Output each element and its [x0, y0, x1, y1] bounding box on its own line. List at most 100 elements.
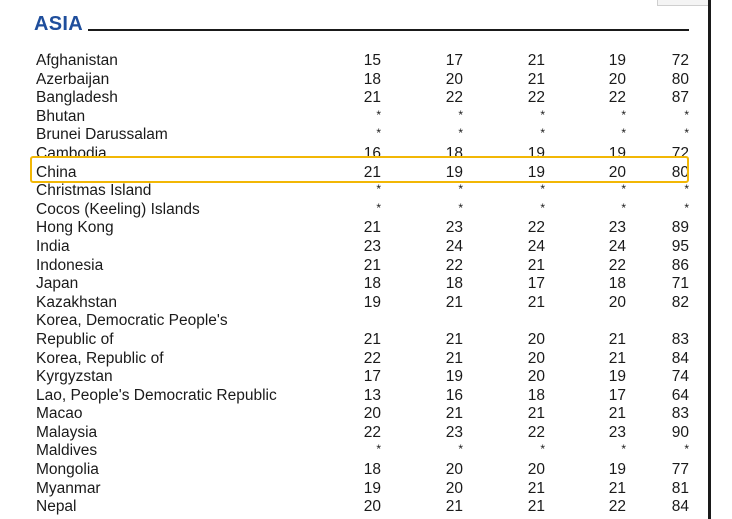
page-right-border	[708, 0, 711, 519]
value-cell: 23	[608, 423, 626, 441]
country-name: Kazakhstan	[36, 293, 117, 311]
value-cell: 22	[527, 423, 545, 441]
value-cell: *	[621, 126, 626, 141]
value-cell: 23	[445, 423, 463, 441]
value-cell: 22	[527, 219, 545, 237]
value-cell: *	[376, 182, 381, 197]
table-row: Macao 20 21 21 21 83	[34, 405, 694, 424]
value-cell: 20	[608, 293, 626, 311]
value-cell: 22	[527, 89, 545, 107]
table-row: Malaysia 22 23 22 23 90	[34, 424, 694, 443]
value-cell: 23	[363, 237, 381, 255]
value-cell: 82	[671, 293, 689, 311]
value-cell: 21	[527, 479, 545, 497]
country-name: Mongolia	[36, 461, 99, 479]
value-cell: 74	[671, 368, 689, 386]
country-name: Bangladesh	[36, 89, 118, 107]
value-cell: 18	[527, 386, 545, 404]
value-cell: 20	[445, 461, 463, 479]
value-cell: 15	[363, 52, 381, 69]
value-cell: *	[458, 107, 463, 122]
value-cell: 20	[527, 349, 545, 367]
value-cell: 21	[363, 219, 381, 237]
country-name: Hong Kong	[36, 219, 114, 237]
value-cell: 21	[527, 293, 545, 311]
table-row: Japan 18 18 17 18 71	[34, 275, 694, 294]
value-cell: *	[621, 200, 626, 215]
value-cell: 21	[527, 256, 545, 274]
value-cell: 21	[527, 498, 545, 516]
value-cell: 81	[671, 479, 689, 497]
value-cell: 64	[671, 386, 689, 404]
value-cell: 24	[527, 237, 545, 255]
value-cell: 18	[363, 461, 381, 479]
country-name: Christmas Island	[36, 182, 152, 200]
value-cell: 83	[671, 405, 689, 423]
value-cell: *	[540, 442, 545, 457]
country-name: Indonesia	[36, 256, 104, 274]
value-cell: 77	[671, 461, 689, 479]
table-row: Afghanistan 15 17 21 19 72	[34, 52, 694, 71]
value-cell: 17	[527, 275, 545, 293]
value-cell: 22	[608, 89, 626, 107]
country-name: Korea, Democratic People's	[36, 312, 228, 330]
value-cell: *	[684, 200, 689, 215]
value-cell: *	[540, 107, 545, 122]
value-cell: 21	[527, 52, 545, 69]
value-cell: 21	[527, 70, 545, 88]
country-name: Malaysia	[36, 423, 98, 441]
value-cell: *	[540, 126, 545, 141]
value-cell: *	[540, 182, 545, 197]
value-cell: *	[376, 200, 381, 215]
country-name: Bhutan	[36, 107, 86, 125]
value-cell: *	[684, 126, 689, 141]
country-name: Afghanistan	[36, 52, 118, 69]
country-name: Nepal	[36, 498, 77, 516]
country-name: Japan	[36, 275, 79, 293]
value-cell: *	[376, 442, 381, 457]
country-name: China	[36, 163, 77, 181]
value-cell: 21	[527, 405, 545, 423]
country-name: Republic of	[36, 330, 114, 348]
table-row: Mongolia 18 20 20 19 77	[34, 461, 694, 480]
value-cell: 19	[363, 293, 381, 311]
country-table: Afghanistan 15 17 21 19 72 Azerbaijan 18 20 21 20 8…	[34, 52, 694, 517]
value-cell: 23	[608, 219, 626, 237]
highlight-box-china	[30, 156, 689, 183]
value-cell: 21	[608, 405, 626, 423]
value-cell: 20	[527, 330, 545, 348]
table-row: Nepal 20 21 21 22 84	[34, 498, 694, 517]
value-cell: 20	[608, 70, 626, 88]
table-row: Bhutan * * * * *	[34, 108, 694, 127]
value-cell: *	[621, 442, 626, 457]
value-cell: 21	[363, 330, 381, 348]
value-cell: 19	[608, 52, 626, 69]
value-cell: 90	[671, 423, 689, 441]
value-cell: 71	[671, 275, 689, 293]
table-row: Kazakhstan 19 21 21 20 82	[34, 294, 694, 313]
table-row: Cocos (Keeling) Islands * * * * *	[34, 201, 694, 220]
table-row: Korea, Republic of 22 21 20 21 84	[34, 350, 694, 369]
value-cell: 19	[608, 368, 626, 386]
value-cell: 22	[608, 498, 626, 516]
table-row: Lao, People's Democratic Republic 13 16 18 1…	[34, 387, 694, 406]
value-cell: 84	[671, 349, 689, 367]
country-name: Azerbaijan	[36, 70, 110, 88]
value-cell: 13	[363, 386, 381, 404]
value-cell: *	[621, 107, 626, 122]
value-cell: 16	[445, 386, 463, 404]
value-cell: 83	[671, 330, 689, 348]
country-name: Korea, Republic of	[36, 349, 164, 367]
value-cell: *	[458, 182, 463, 197]
table-row: Myanmar 19 20 21 21 81	[34, 480, 694, 499]
value-cell: 18	[608, 275, 626, 293]
value-cell: 24	[445, 237, 463, 255]
table-row: Korea, Democratic People's	[34, 312, 694, 331]
value-cell: 18	[363, 275, 381, 293]
value-cell: *	[684, 442, 689, 457]
value-cell: 21	[445, 405, 463, 423]
value-cell: 24	[608, 237, 626, 255]
value-cell: 19	[363, 479, 381, 497]
table-row: India 23 24 24 24 95	[34, 238, 694, 257]
